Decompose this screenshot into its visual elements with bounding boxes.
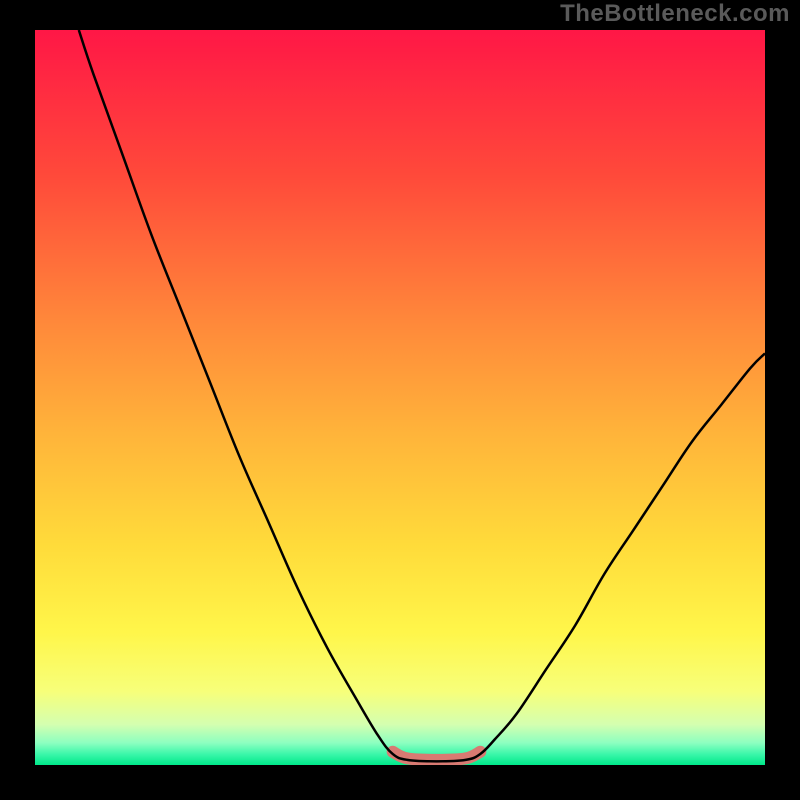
curve-layer xyxy=(35,30,765,765)
watermark-text: TheBottleneck.com xyxy=(560,0,790,28)
plot-area xyxy=(35,30,765,765)
chart-container: TheBottleneck.com xyxy=(0,0,800,800)
bottleneck-curve xyxy=(79,30,765,761)
